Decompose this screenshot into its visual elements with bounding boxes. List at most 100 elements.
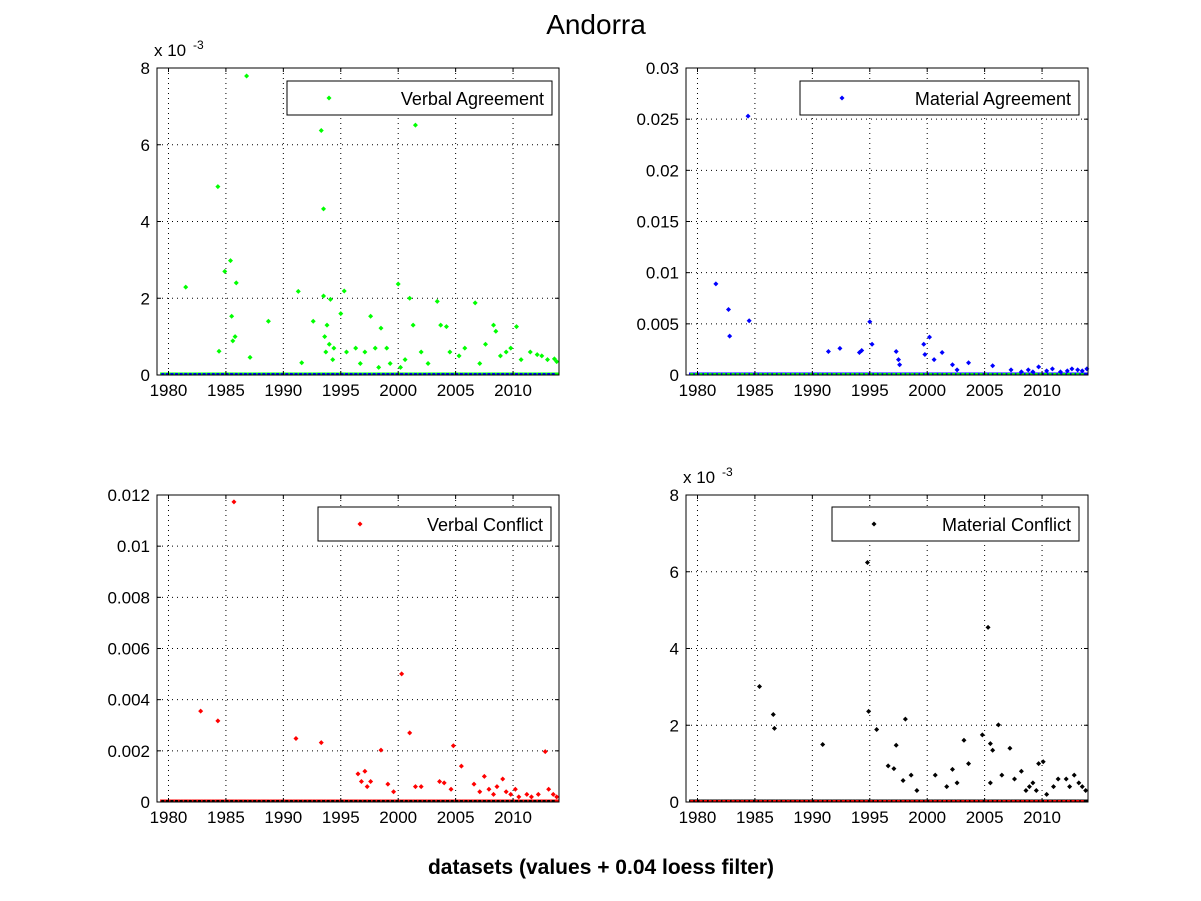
baseline-point [1073,799,1077,803]
baseline-point [285,800,289,803]
baseline-point [392,372,396,376]
legend-label: Verbal Agreement [401,89,544,109]
baseline-point [851,373,855,376]
baseline-point [904,799,908,803]
baseline-point [398,799,402,803]
baseline-point [225,800,229,803]
baseline-point [277,799,281,803]
baseline-point [446,373,450,376]
baseline-point [694,800,698,803]
baseline-point [800,373,804,376]
baseline-point [754,800,758,803]
baseline-point [717,800,721,803]
baseline-point [975,800,979,803]
data-point [472,300,478,306]
baseline-point [915,373,919,376]
data-point [364,784,370,790]
baseline-point [1007,373,1011,376]
y-tick-label: 0.03 [646,59,679,78]
data-point [895,357,901,363]
baseline-point [828,373,832,376]
data-point [407,295,413,301]
baseline-point [1025,373,1029,376]
data-point [402,357,408,363]
y-exponent-power: -3 [722,465,733,479]
data-point [770,712,776,718]
baseline-point [814,373,818,376]
baseline-point [537,800,541,803]
data-point [230,338,236,344]
data-point [247,354,253,360]
baseline-point [1016,373,1020,376]
baseline-point [354,800,358,803]
baseline-point [161,800,165,803]
data-point [859,347,865,353]
data-point [554,359,560,365]
baseline-point [544,799,548,803]
baseline-point [981,372,985,376]
baseline-point [230,800,234,803]
baseline-point [1042,372,1046,376]
baseline-point [323,372,327,376]
baseline-point [915,800,919,803]
data-point [1067,784,1073,790]
baseline-point [821,799,825,803]
baseline-point [952,373,956,376]
data-point [1055,776,1061,782]
baseline-point [331,373,335,376]
baseline-point [708,800,712,803]
data-point [825,348,831,354]
data-point [539,353,545,359]
baseline-point [837,373,841,376]
legend-box [317,506,552,542]
baseline-point [162,372,166,376]
baseline-point [690,373,694,376]
data-point [514,324,520,330]
data-point [471,781,477,787]
data-point [265,318,271,324]
baseline-point [783,799,787,803]
baseline-point [262,373,266,376]
baseline-point [168,372,172,376]
y-tick-label: 2 [141,289,150,308]
data-point [1018,768,1024,774]
data-point [494,784,500,790]
baseline-point [246,799,250,803]
baseline-point [161,373,165,376]
baseline-point [942,800,946,803]
baseline-point [469,800,473,803]
data-point [1040,759,1046,765]
x-tick-label: 1995 [322,381,360,400]
baseline-point [890,799,894,803]
baseline-point [510,800,514,803]
baseline-point [869,800,873,803]
baseline-point [896,373,900,376]
baseline-point [346,372,350,376]
baseline-point [1025,800,1029,803]
baseline-point [1021,800,1025,803]
baseline-point [395,373,399,376]
baseline-point [455,373,459,376]
data-point [900,778,906,784]
data-point [518,357,524,363]
baseline-point [400,800,404,803]
baseline-point [536,799,540,803]
baseline-point [253,373,257,376]
baseline-point [289,800,293,803]
baseline-point [835,372,839,376]
baseline-point [1050,799,1054,803]
baseline-point [760,372,764,376]
baseline-point [1011,373,1015,376]
baseline-point [933,373,937,376]
baseline-point [492,373,496,376]
baseline-point [752,372,756,376]
baseline-point [452,372,456,376]
baseline-point [450,800,454,803]
data-point [412,122,418,128]
baseline-point [1027,799,1031,803]
baseline-point [446,800,450,803]
baseline-point [979,800,983,803]
data-point [939,349,945,355]
data-point [321,206,327,212]
